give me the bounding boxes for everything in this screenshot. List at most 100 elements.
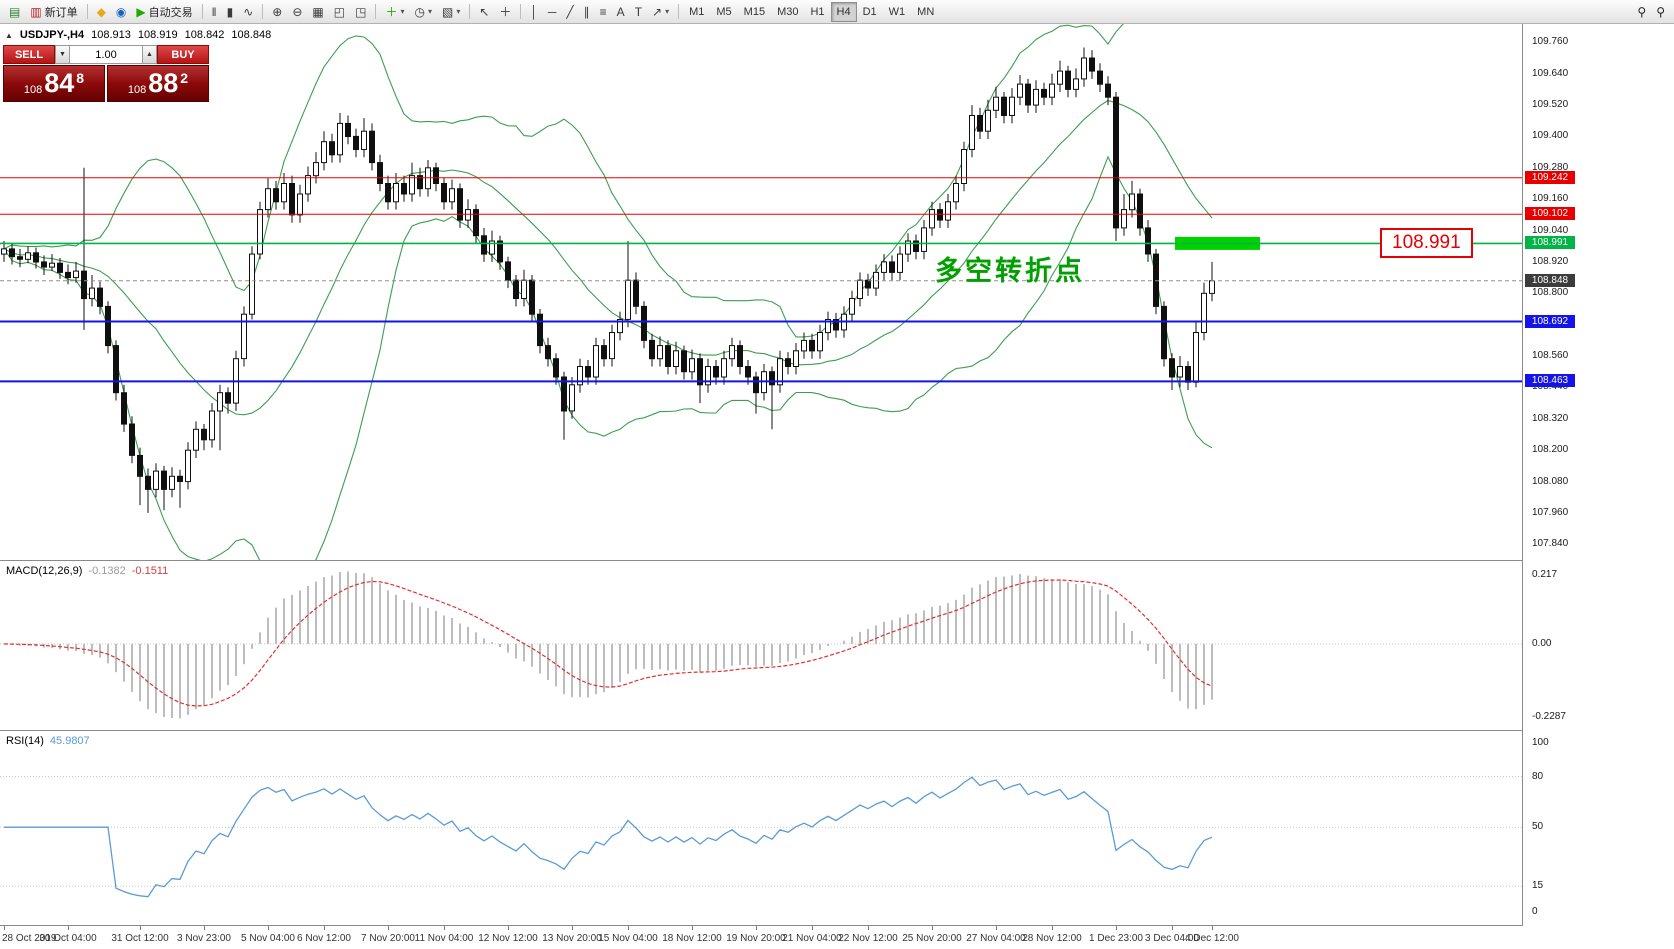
- macd-canvas[interactable]: [0, 561, 1522, 730]
- autotrading-button-icon: ▶: [136, 4, 146, 19]
- toolbar-separator: [86, 4, 88, 19]
- autotrading-button[interactable]: ▶ 自动交易: [131, 2, 197, 22]
- price-tick: 109.400: [1532, 130, 1569, 142]
- new-order-button[interactable]: ▥ 新订单: [25, 2, 82, 22]
- time-tick: [268, 926, 269, 930]
- cursor-button[interactable]: ↖: [474, 2, 494, 22]
- price-tick: 107.840: [1532, 538, 1569, 550]
- price-tag: 109.102: [1525, 207, 1575, 221]
- macd-scale-value: 0.00: [1532, 637, 1552, 649]
- buy-price-display[interactable]: 108 88 2: [107, 65, 209, 102]
- time-scale[interactable]: 28 Oct 2019 30 Oct 04:00 31 Oct 12:00 3 Nov…: [0, 926, 1674, 949]
- time-tick: [812, 926, 813, 930]
- price-tick: 109.280: [1532, 161, 1569, 173]
- new-chart-button[interactable]: ▤: [4, 2, 25, 22]
- price-tag: 109.242: [1525, 170, 1575, 184]
- one-click-controls: SELL ▼ ▲ BUY: [3, 45, 209, 64]
- timeframe-d1[interactable]: D1: [857, 2, 883, 22]
- sell-price-main: 84: [44, 68, 75, 98]
- chart-bars-button-icon: ‖: [211, 4, 217, 19]
- lot-increase-button[interactable]: ▲: [142, 45, 157, 64]
- fibonacci-button[interactable]: ≡: [595, 2, 612, 22]
- toolbar-right: ⚲ ⚲: [1632, 0, 1670, 23]
- time-tick: [692, 926, 693, 930]
- timeframe-m15[interactable]: M15: [738, 2, 771, 22]
- lot-size-input[interactable]: [70, 45, 142, 64]
- timeframe-m1[interactable]: M1: [683, 2, 710, 22]
- macd-scale-value: -0.2287: [1532, 710, 1566, 722]
- chart-candles-button[interactable]: ▮: [222, 2, 239, 22]
- time-scale-border: [0, 925, 1674, 926]
- panel-splitter-rsi[interactable]: [0, 730, 1674, 731]
- sell-price-display[interactable]: 108 84 8: [3, 65, 105, 102]
- chart-bars-button[interactable]: ‖: [207, 2, 222, 22]
- price-tick: 108.080: [1532, 475, 1569, 487]
- price-tick: 108.560: [1532, 350, 1569, 362]
- one-click-toggle[interactable]: ▲: [5, 30, 13, 40]
- shapes-button[interactable]: ↗ ▾: [647, 2, 674, 22]
- time-tick: [628, 926, 629, 930]
- timeframe-m15-label: M15: [743, 5, 766, 18]
- panel-splitter-macd[interactable]: [0, 560, 1674, 561]
- timeframe-m1-label: M1: [689, 5, 705, 18]
- time-label: 11 Nov 04:00: [414, 933, 474, 944]
- text-label-button[interactable]: T: [630, 2, 647, 22]
- price-scale[interactable]: 109.760 109.640 109.520 109.400 109.280 109.1…: [1522, 24, 1674, 926]
- price-label-box[interactable]: 108.991: [1380, 228, 1473, 259]
- timeframe-w1-label: W1: [888, 5, 906, 18]
- lot-decrease-button[interactable]: ▼: [55, 45, 70, 64]
- templates-button[interactable]: ▧ ▾: [437, 2, 465, 22]
- price-tick: 109.520: [1532, 99, 1569, 111]
- open-value: 108.913: [91, 29, 131, 41]
- time-tick: [444, 926, 445, 930]
- toolbar-separator: [375, 4, 377, 19]
- periods-button[interactable]: ◷ ▾: [409, 2, 437, 22]
- time-tick: [1052, 926, 1053, 930]
- indicators-button[interactable]: ＋ ▾: [380, 2, 409, 22]
- price-tag: 108.692: [1525, 314, 1575, 328]
- sell-button[interactable]: SELL: [3, 45, 55, 64]
- toolbar-search-button[interactable]: ⚲: [1632, 2, 1651, 22]
- arrange-windows-button-icon: ◳: [355, 4, 367, 19]
- arrange-windows-button[interactable]: ◳: [350, 2, 371, 22]
- low-value: 108.842: [184, 29, 225, 41]
- cascade-windows-button[interactable]: ◰: [329, 2, 350, 22]
- price-tick: 108.320: [1532, 412, 1569, 424]
- macd-scale-value: 0.217: [1532, 568, 1558, 580]
- metaeditor-button[interactable]: ◆: [92, 2, 111, 22]
- bollinger-lower-band: [3, 155, 1213, 560]
- time-label: 25 Nov 20:00: [902, 933, 962, 944]
- vertical-line-button[interactable]: │: [525, 2, 543, 22]
- time-label: 21 Nov 04:00: [782, 933, 842, 944]
- zoom-in-button[interactable]: ⊕: [267, 2, 287, 22]
- toolbar-separator: [469, 4, 471, 19]
- timeframe-h4[interactable]: H4: [830, 1, 857, 22]
- trendline-button[interactable]: ╱: [561, 2, 578, 22]
- shapes-button-icon: ↗: [652, 4, 663, 19]
- annotation-text[interactable]: 多空转折点: [935, 256, 1085, 287]
- timeframe-mn-label: MN: [917, 5, 935, 18]
- rsi-canvas[interactable]: [0, 731, 1522, 925]
- timeframe-h1[interactable]: H1: [804, 2, 830, 22]
- time-tick: [572, 926, 573, 930]
- timeframe-m30[interactable]: M30: [771, 2, 804, 22]
- channel-button[interactable]: ∥: [579, 2, 595, 22]
- horizontal-line-button[interactable]: ─: [543, 2, 562, 22]
- chevron-down-icon: ▾: [456, 7, 461, 16]
- timeframe-h1-label: H1: [810, 5, 825, 18]
- zoom-out-button[interactable]: ⊖: [287, 2, 307, 22]
- tile-windows-button[interactable]: ▦: [307, 2, 328, 22]
- market-button[interactable]: ◉: [111, 2, 131, 22]
- time-tick: [756, 926, 757, 930]
- time-label: 28 Oct 2019: [2, 933, 57, 944]
- timeframe-m5[interactable]: M5: [710, 2, 737, 22]
- timeframe-mn[interactable]: MN: [911, 2, 940, 22]
- buy-button[interactable]: BUY: [157, 45, 209, 64]
- crosshair-button[interactable]: ＋: [494, 2, 516, 22]
- toolbar-zoom-button[interactable]: ⚲: [1651, 2, 1670, 22]
- chart-line-button[interactable]: ∿: [238, 2, 258, 22]
- rsi-scale-value: 0: [1532, 905, 1538, 917]
- main-chart-canvas[interactable]: [0, 24, 1522, 560]
- timeframe-w1[interactable]: W1: [883, 2, 912, 22]
- text-button[interactable]: A: [612, 2, 630, 22]
